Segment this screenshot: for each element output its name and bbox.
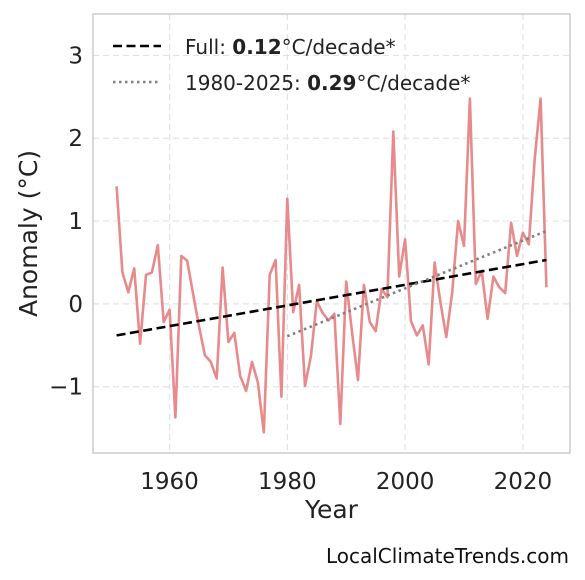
y-tick-label: 0: [68, 292, 83, 318]
credit-text: LocalClimateTrends.com: [325, 544, 569, 568]
legend-value: 0.29: [307, 71, 356, 95]
x-tick-label: 2020: [494, 469, 553, 495]
y-tick-label: 1: [68, 209, 83, 235]
x-tick-label: 2000: [376, 469, 435, 495]
x-ticks: 1960 1980 2000 2020: [140, 469, 552, 495]
anomaly-series-line: [115, 97, 548, 434]
legend-suffix: °C/decade*: [282, 35, 396, 59]
y-tick-label: −1: [49, 375, 83, 401]
x-axis-label: Year: [304, 495, 359, 524]
plot-frame: [92, 13, 571, 454]
y-tick-label: 2: [68, 126, 83, 152]
trend-line-1980-2025: [286, 229, 547, 338]
legend-label: 1980-2025: 0.29°C/decade*: [185, 71, 470, 95]
trend-line-full: [116, 258, 547, 337]
x-tick-label: 1960: [140, 469, 199, 495]
legend-label: Full: 0.12°C/decade*: [185, 35, 396, 59]
legend-prefix: 1980-2025:: [185, 71, 307, 95]
y-axis-label: Anomaly (°C): [14, 150, 43, 317]
legend-value: 0.12: [232, 35, 281, 59]
x-tick-label: 1980: [258, 469, 317, 495]
y-ticks: −1 0 1 2 3: [49, 43, 83, 400]
legend-suffix: °C/decade*: [356, 71, 470, 95]
legend: Full: 0.12°C/decade*1980-2025: 0.29°C/de…: [113, 35, 470, 95]
legend-prefix: Full:: [185, 35, 232, 59]
y-tick-label: 3: [68, 43, 83, 69]
grid: [93, 14, 570, 453]
series-layer: [115, 97, 548, 434]
